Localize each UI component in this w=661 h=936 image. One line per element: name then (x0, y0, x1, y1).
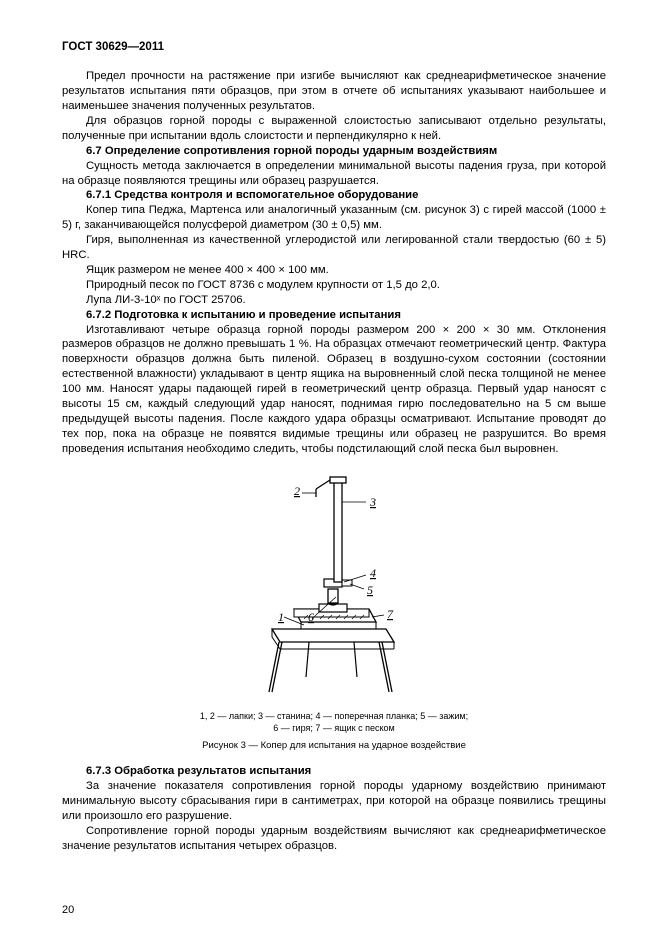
fig-label-5: 5 (367, 583, 373, 597)
para-3: Сущность метода заключается в определени… (62, 159, 606, 189)
para-1: Предел прочности на растяжение при изгиб… (62, 69, 606, 114)
para-8: Лупа ЛИ-3-10ˣ по ГОСТ 25706. (62, 293, 606, 308)
figure-3: 1 2 3 4 5 6 7 (62, 467, 606, 702)
fig-label-2: 2 (294, 484, 300, 498)
figure-legend-line1: 1, 2 — лапки; 3 — станина; 4 — поперечна… (200, 711, 468, 721)
section-6-7-3: 6.7.3 Обработка результатов испытания (62, 764, 606, 779)
page-number: 20 (62, 903, 74, 918)
para-11: Сопротивление горной породы ударным возд… (62, 824, 606, 854)
doc-header: ГОСТ 30629—2011 (62, 40, 606, 55)
figure-caption: Рисунок 3 — Копер для испытания на ударн… (62, 740, 606, 753)
para-7: Природный песок по ГОСТ 8736 с модулем к… (62, 278, 606, 293)
fig-label-1: 1 (278, 610, 284, 624)
figure-legend-line2: 6 — гиря; 7 — ящик с песком (273, 723, 394, 733)
para-10: За значение показателя сопротивления гор… (62, 779, 606, 824)
section-6-7-2: 6.7.2 Подготовка к испытанию и проведени… (62, 308, 606, 323)
section-6-7-1: 6.7.1 Средства контроля и вспомогательно… (62, 188, 606, 203)
section-6-7: 6.7 Определение сопротивления горной пор… (62, 144, 606, 159)
para-5: Гиря, выполненная из качественной углеро… (62, 233, 606, 263)
figure-legend: 1, 2 — лапки; 3 — станина; 4 — поперечна… (62, 710, 606, 734)
fig-label-4: 4 (370, 566, 376, 580)
para-4: Копер типа Педжа, Мартенса или аналогичн… (62, 203, 606, 233)
fig-label-6: 6 (308, 610, 314, 624)
para-6: Ящик размером не менее 400 × 400 × 100 м… (62, 263, 606, 278)
fig-label-3: 3 (369, 495, 376, 509)
para-9: Изготавливают четыре образца горной поро… (62, 323, 606, 457)
para-2: Для образцов горной породы с выраженной … (62, 114, 606, 144)
fig-label-7: 7 (387, 607, 394, 621)
